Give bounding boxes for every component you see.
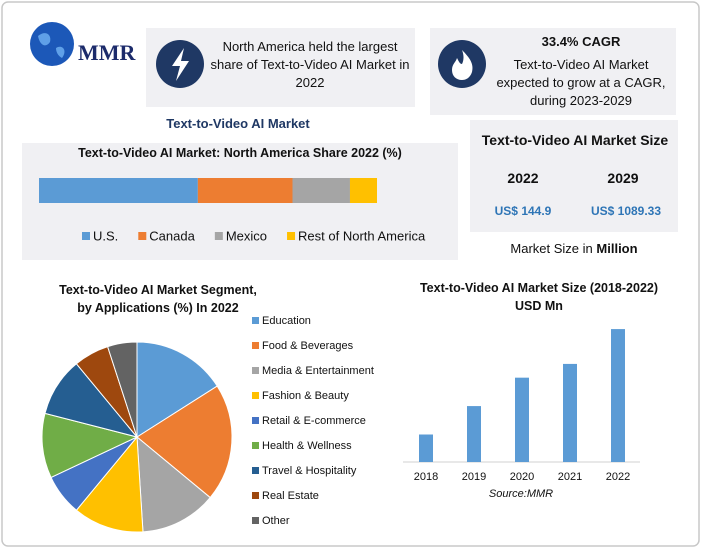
legend-swatch — [252, 517, 259, 524]
icon — [452, 50, 473, 80]
x-tick-label: 2018 — [414, 471, 438, 483]
legend-label: Food & Beverages — [262, 340, 354, 352]
pie-slice — [136, 385, 233, 499]
legend-swatch — [252, 467, 259, 474]
legend-swatch — [287, 232, 296, 240]
size-note: Market Size in Million — [470, 241, 678, 256]
bar-segment — [349, 178, 377, 203]
pie-slice — [136, 435, 211, 533]
icon — [172, 48, 189, 81]
legend-label: Fashion & Beauty — [262, 390, 349, 402]
bar — [611, 329, 625, 462]
legend-swatch — [138, 232, 147, 240]
chart-title: Text-to-Video AI Market: North America S… — [78, 146, 402, 160]
legend-label: Travel & Hospitality — [262, 465, 357, 477]
legend-swatch — [214, 232, 223, 240]
legend-label: Retail & E-commerce — [262, 415, 366, 427]
source: Source:MMR — [488, 488, 554, 500]
legend-label: Mexico — [226, 228, 267, 243]
bar-segment — [39, 178, 198, 203]
bar — [419, 434, 433, 462]
chart-title: Text-to-Video AI Market Size (2018-2022)… — [419, 281, 659, 313]
legend-swatch — [252, 417, 259, 424]
legend-label: Canada — [149, 228, 195, 243]
x-tick-label: 2019 — [462, 471, 486, 483]
logo-text: MMR — [78, 40, 137, 65]
legend-swatch — [252, 317, 259, 324]
bar — [515, 377, 529, 462]
size-value: US$ 1089.33 — [590, 204, 662, 218]
bar — [563, 363, 577, 462]
legend-label: Health & Wellness — [262, 440, 352, 452]
legend-swatch — [252, 367, 259, 374]
legend-label: Rest of North America — [298, 228, 426, 243]
size-year: 2029 — [607, 170, 639, 186]
size-year: 2022 — [507, 170, 539, 186]
pie-slice — [75, 435, 144, 533]
x-tick-label: 2021 — [558, 471, 582, 483]
size-value: US$ 144.9 — [494, 204, 552, 218]
logo-globe — [38, 33, 65, 58]
legend-label: Media & Entertainment — [262, 365, 374, 377]
legend-label: U.S. — [93, 228, 118, 243]
legend-swatch — [252, 492, 259, 499]
bar-segment — [197, 178, 293, 203]
legend-swatch — [252, 392, 259, 399]
legend-swatch — [252, 442, 259, 449]
chart-title: Text-to-Video AI Market Segment, by Appl… — [59, 283, 257, 315]
x-tick-label: 2020 — [510, 471, 534, 483]
pie-slice — [136, 341, 218, 438]
x-tick-label: 2022 — [606, 471, 630, 483]
legend-label: Education — [262, 315, 311, 327]
legend-label: Other — [262, 515, 290, 527]
pie-slice — [41, 412, 139, 479]
legend-swatch — [252, 342, 259, 349]
legend-label: Real Estate — [262, 490, 319, 502]
bar-segment — [292, 178, 350, 203]
size-note: Market Size in — [510, 241, 593, 256]
size-note-bold: Million — [596, 241, 638, 256]
pie-slice — [107, 341, 138, 438]
section-label: Text-to-Video AI Market — [166, 116, 310, 131]
size-title: Text-to-Video AI Market Size — [481, 132, 669, 148]
highlight-text: North America held the largest share of … — [210, 39, 410, 90]
logo-globe — [30, 22, 74, 66]
bar — [467, 406, 481, 462]
legend-swatch — [82, 232, 90, 240]
highlight-title: 33.4% CAGR — [541, 34, 621, 49]
size-box — [470, 120, 678, 232]
highlight-text: Text-to-Video AI Market expected to grow… — [496, 57, 666, 108]
